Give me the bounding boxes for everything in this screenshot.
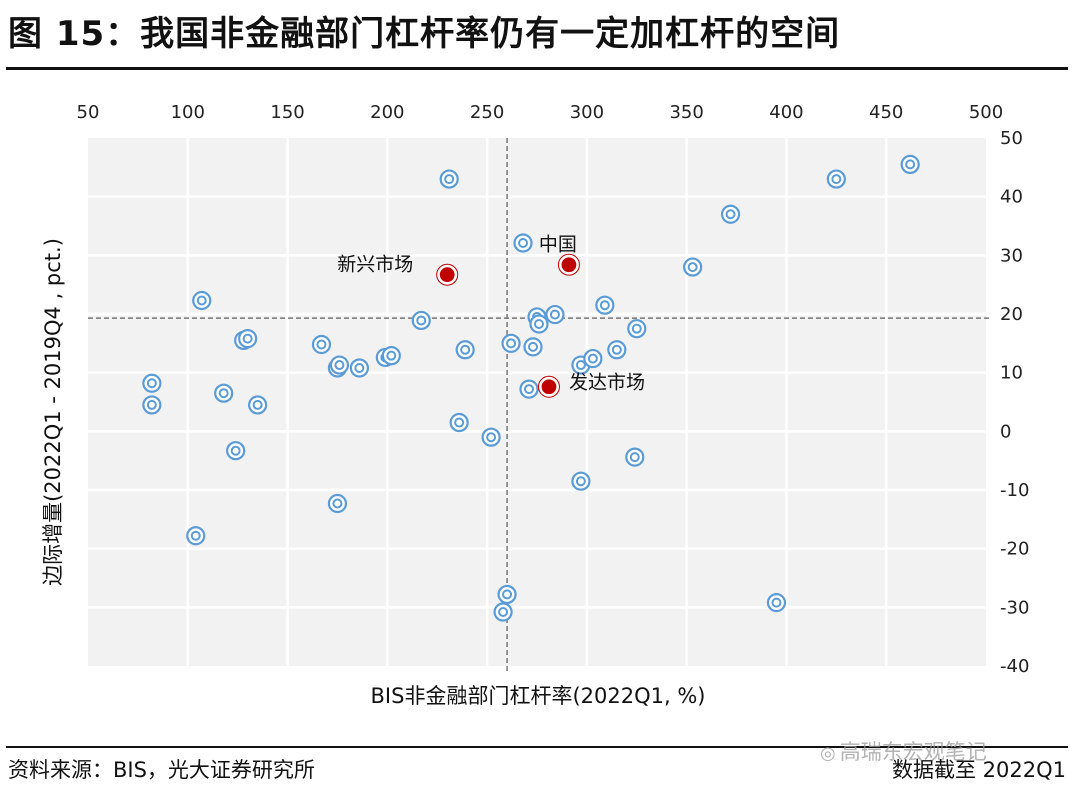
highlight-point (537, 375, 560, 398)
data-point (311, 334, 332, 355)
data-point (329, 355, 350, 375)
data-point (501, 333, 521, 353)
date-note: 数据截至 2022Q1 (891, 758, 1066, 782)
footer-rule (6, 746, 1068, 748)
x-tick-label: 500 (969, 102, 1003, 123)
x-tick-label: 400 (769, 102, 803, 123)
data-point (349, 358, 369, 378)
wechat-icon: ◎ (820, 743, 836, 764)
highlight-label: 新兴市场 (337, 254, 413, 276)
data-points (142, 154, 920, 622)
highlight-point (436, 263, 459, 286)
data-point (625, 447, 645, 467)
data-point (519, 379, 539, 399)
x-axis-title: BIS非金融部门杠杆率(2022Q1, %) (371, 684, 706, 708)
data-point (439, 169, 459, 189)
plot-area (88, 138, 986, 666)
watermark-text: 高瑞东宏观笔记 (839, 740, 987, 764)
data-point (214, 383, 234, 403)
x-tick-labels: 50 100 150 200 250 300 350 400 450 500 (77, 102, 1004, 123)
data-point (248, 395, 268, 415)
scatter-chart: 50 100 150 200 250 300 350 400 450 500 5040302010… (41, 102, 1029, 708)
y-tick-label: 0 (1000, 421, 1011, 442)
x-tick-label: 150 (270, 102, 304, 123)
y-axis-title: 边际增量(2022Q1 - 2019Q4 , pct.) (41, 238, 65, 586)
x-tick-label: 100 (171, 102, 205, 123)
watermark: ◎ 高瑞东宏观笔记 (820, 736, 987, 766)
x-tick-label: 450 (869, 102, 903, 123)
data-point (186, 526, 206, 546)
data-point (455, 340, 475, 360)
y-tick-label: 10 (1000, 363, 1023, 384)
y-tick-label: -10 (1000, 480, 1029, 501)
plot-background (88, 138, 986, 666)
y-tick-label: -30 (1000, 597, 1029, 618)
data-point (766, 593, 787, 613)
highlight-point (557, 253, 580, 276)
y-tick-label: 50 (1000, 128, 1023, 149)
figure-title: 图 15：我国非金融部门杠杆率仍有一定加杠杆的空间 (8, 14, 841, 54)
data-point (238, 329, 258, 349)
x-tick-label: 50 (77, 102, 100, 123)
data-point (513, 233, 533, 253)
data-point (627, 319, 647, 339)
x-tick-label: 300 (570, 102, 604, 123)
y-tick-label: -40 (1000, 656, 1029, 677)
x-tick-label: 250 (470, 102, 504, 123)
data-point (720, 204, 741, 224)
data-point (226, 441, 246, 461)
x-tick-label: 350 (669, 102, 703, 123)
x-tick-label: 200 (370, 102, 404, 123)
source-note: 资料来源：BIS，光大证券研究所 (8, 758, 315, 782)
data-point (192, 290, 212, 311)
y-tick-label: 30 (1000, 245, 1023, 266)
data-point (493, 602, 513, 622)
data-point (449, 412, 469, 433)
data-point (411, 310, 431, 331)
data-point (683, 257, 703, 277)
data-point (826, 169, 846, 189)
data-point (142, 373, 162, 393)
y-tick-label: 20 (1000, 304, 1023, 325)
data-point (327, 493, 348, 514)
data-point (545, 304, 565, 325)
data-point (481, 427, 501, 447)
data-point (497, 584, 517, 605)
data-point (523, 337, 543, 357)
highlight-label: 发达市场 (569, 372, 645, 394)
highlight-label: 中国 (539, 234, 577, 256)
data-point (900, 154, 920, 174)
data-point (142, 395, 162, 415)
data-point (607, 340, 627, 360)
data-point (381, 346, 401, 366)
title-rule (6, 67, 1068, 70)
data-point (571, 471, 591, 491)
y-tick-label: -20 (1000, 539, 1029, 560)
y-tick-label: 40 (1000, 187, 1023, 208)
data-point (595, 295, 615, 315)
data-point (529, 314, 549, 334)
y-tick-labels: 50 40 30 20 10 0 -10 -20 -30 -40 (1000, 128, 1029, 677)
grid-lines (88, 138, 986, 666)
data-point (583, 348, 603, 369)
